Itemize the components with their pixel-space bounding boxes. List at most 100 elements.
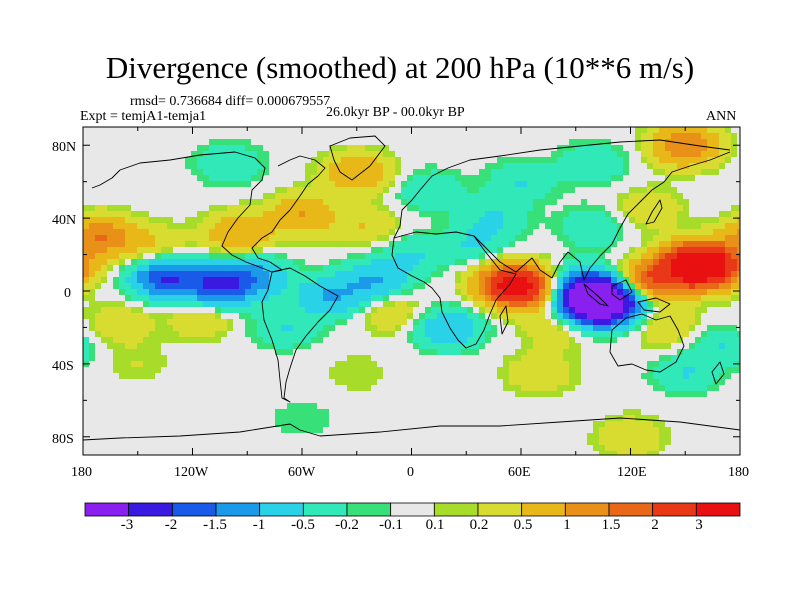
field-cell	[593, 349, 600, 356]
field-cell	[701, 277, 708, 284]
field-cell	[389, 229, 396, 236]
field-cell	[575, 331, 582, 338]
field-cell	[155, 379, 162, 386]
field-cell	[179, 385, 186, 392]
field-cell	[239, 229, 246, 236]
field-cell	[119, 253, 126, 260]
field-cell	[665, 373, 672, 380]
field-cell	[353, 355, 360, 362]
field-cell	[125, 205, 132, 212]
field-cell	[137, 283, 144, 290]
field-cell	[431, 373, 438, 380]
field-cell	[359, 295, 366, 302]
field-cell	[371, 271, 378, 278]
field-cell	[155, 187, 162, 194]
field-cell	[413, 295, 420, 302]
field-cell	[191, 361, 198, 368]
field-cell	[113, 247, 120, 254]
field-cell	[485, 211, 492, 218]
field-cell	[353, 391, 360, 398]
field-cell	[701, 355, 708, 362]
field-cell	[383, 133, 390, 140]
field-cell	[491, 325, 498, 332]
field-cell	[641, 385, 648, 392]
field-cell	[89, 331, 96, 338]
field-cell	[269, 295, 276, 302]
field-cell	[113, 331, 120, 338]
field-cell	[191, 319, 198, 326]
field-cell	[251, 343, 258, 350]
field-cell	[647, 385, 654, 392]
field-cell	[281, 337, 288, 344]
field-cell	[413, 307, 420, 314]
field-cell	[215, 229, 222, 236]
field-cell	[689, 139, 696, 146]
field-cell	[443, 193, 450, 200]
field-cell	[305, 127, 312, 134]
field-cell	[599, 271, 606, 278]
field-cell	[125, 271, 132, 278]
field-cell	[647, 343, 654, 350]
field-cell	[101, 211, 108, 218]
field-cell	[173, 367, 180, 374]
field-cell	[365, 265, 372, 272]
field-cell	[527, 187, 534, 194]
field-cell	[551, 385, 558, 392]
field-cell	[455, 133, 462, 140]
field-cell	[269, 169, 276, 176]
field-cell	[245, 151, 252, 158]
field-cell	[683, 145, 690, 152]
field-cell	[707, 367, 714, 374]
field-cell	[281, 145, 288, 152]
field-cell	[95, 151, 102, 158]
field-cell	[587, 283, 594, 290]
field-cell	[545, 205, 552, 212]
field-cell	[173, 151, 180, 158]
field-cell	[185, 199, 192, 206]
field-cell	[611, 355, 618, 362]
field-cell	[107, 217, 114, 224]
field-cell	[137, 133, 144, 140]
field-cell	[383, 181, 390, 188]
field-cell	[101, 319, 108, 326]
field-cell	[581, 295, 588, 302]
field-cell	[449, 169, 456, 176]
field-cell	[347, 211, 354, 218]
field-cell	[491, 211, 498, 218]
field-cell	[617, 349, 624, 356]
field-cell	[695, 127, 702, 134]
field-cell	[389, 169, 396, 176]
field-cell	[497, 331, 504, 338]
field-cell	[683, 307, 690, 314]
field-cell	[281, 175, 288, 182]
field-cell	[323, 235, 330, 242]
field-cell	[191, 163, 198, 170]
field-cell	[671, 385, 678, 392]
field-cell	[713, 343, 720, 350]
field-cell	[131, 391, 138, 398]
field-cell	[299, 349, 306, 356]
field-cell	[503, 259, 510, 266]
field-cell	[293, 157, 300, 164]
field-cell	[725, 337, 732, 344]
field-cell	[107, 301, 114, 308]
field-cell	[449, 211, 456, 218]
field-cell	[185, 373, 192, 380]
field-cell	[479, 199, 486, 206]
field-cell	[611, 391, 618, 398]
field-cell	[479, 373, 486, 380]
field-cell	[95, 379, 102, 386]
field-cell	[125, 379, 132, 386]
field-cell	[473, 139, 480, 146]
field-cell	[341, 175, 348, 182]
field-cell	[125, 373, 132, 380]
field-cell	[689, 271, 696, 278]
field-cell	[713, 349, 720, 356]
field-cell	[671, 157, 678, 164]
field-cell	[731, 145, 738, 152]
field-cell	[407, 247, 414, 254]
field-cell	[491, 145, 498, 152]
field-cell	[371, 361, 378, 368]
field-cell	[671, 133, 678, 140]
field-cell	[449, 187, 456, 194]
